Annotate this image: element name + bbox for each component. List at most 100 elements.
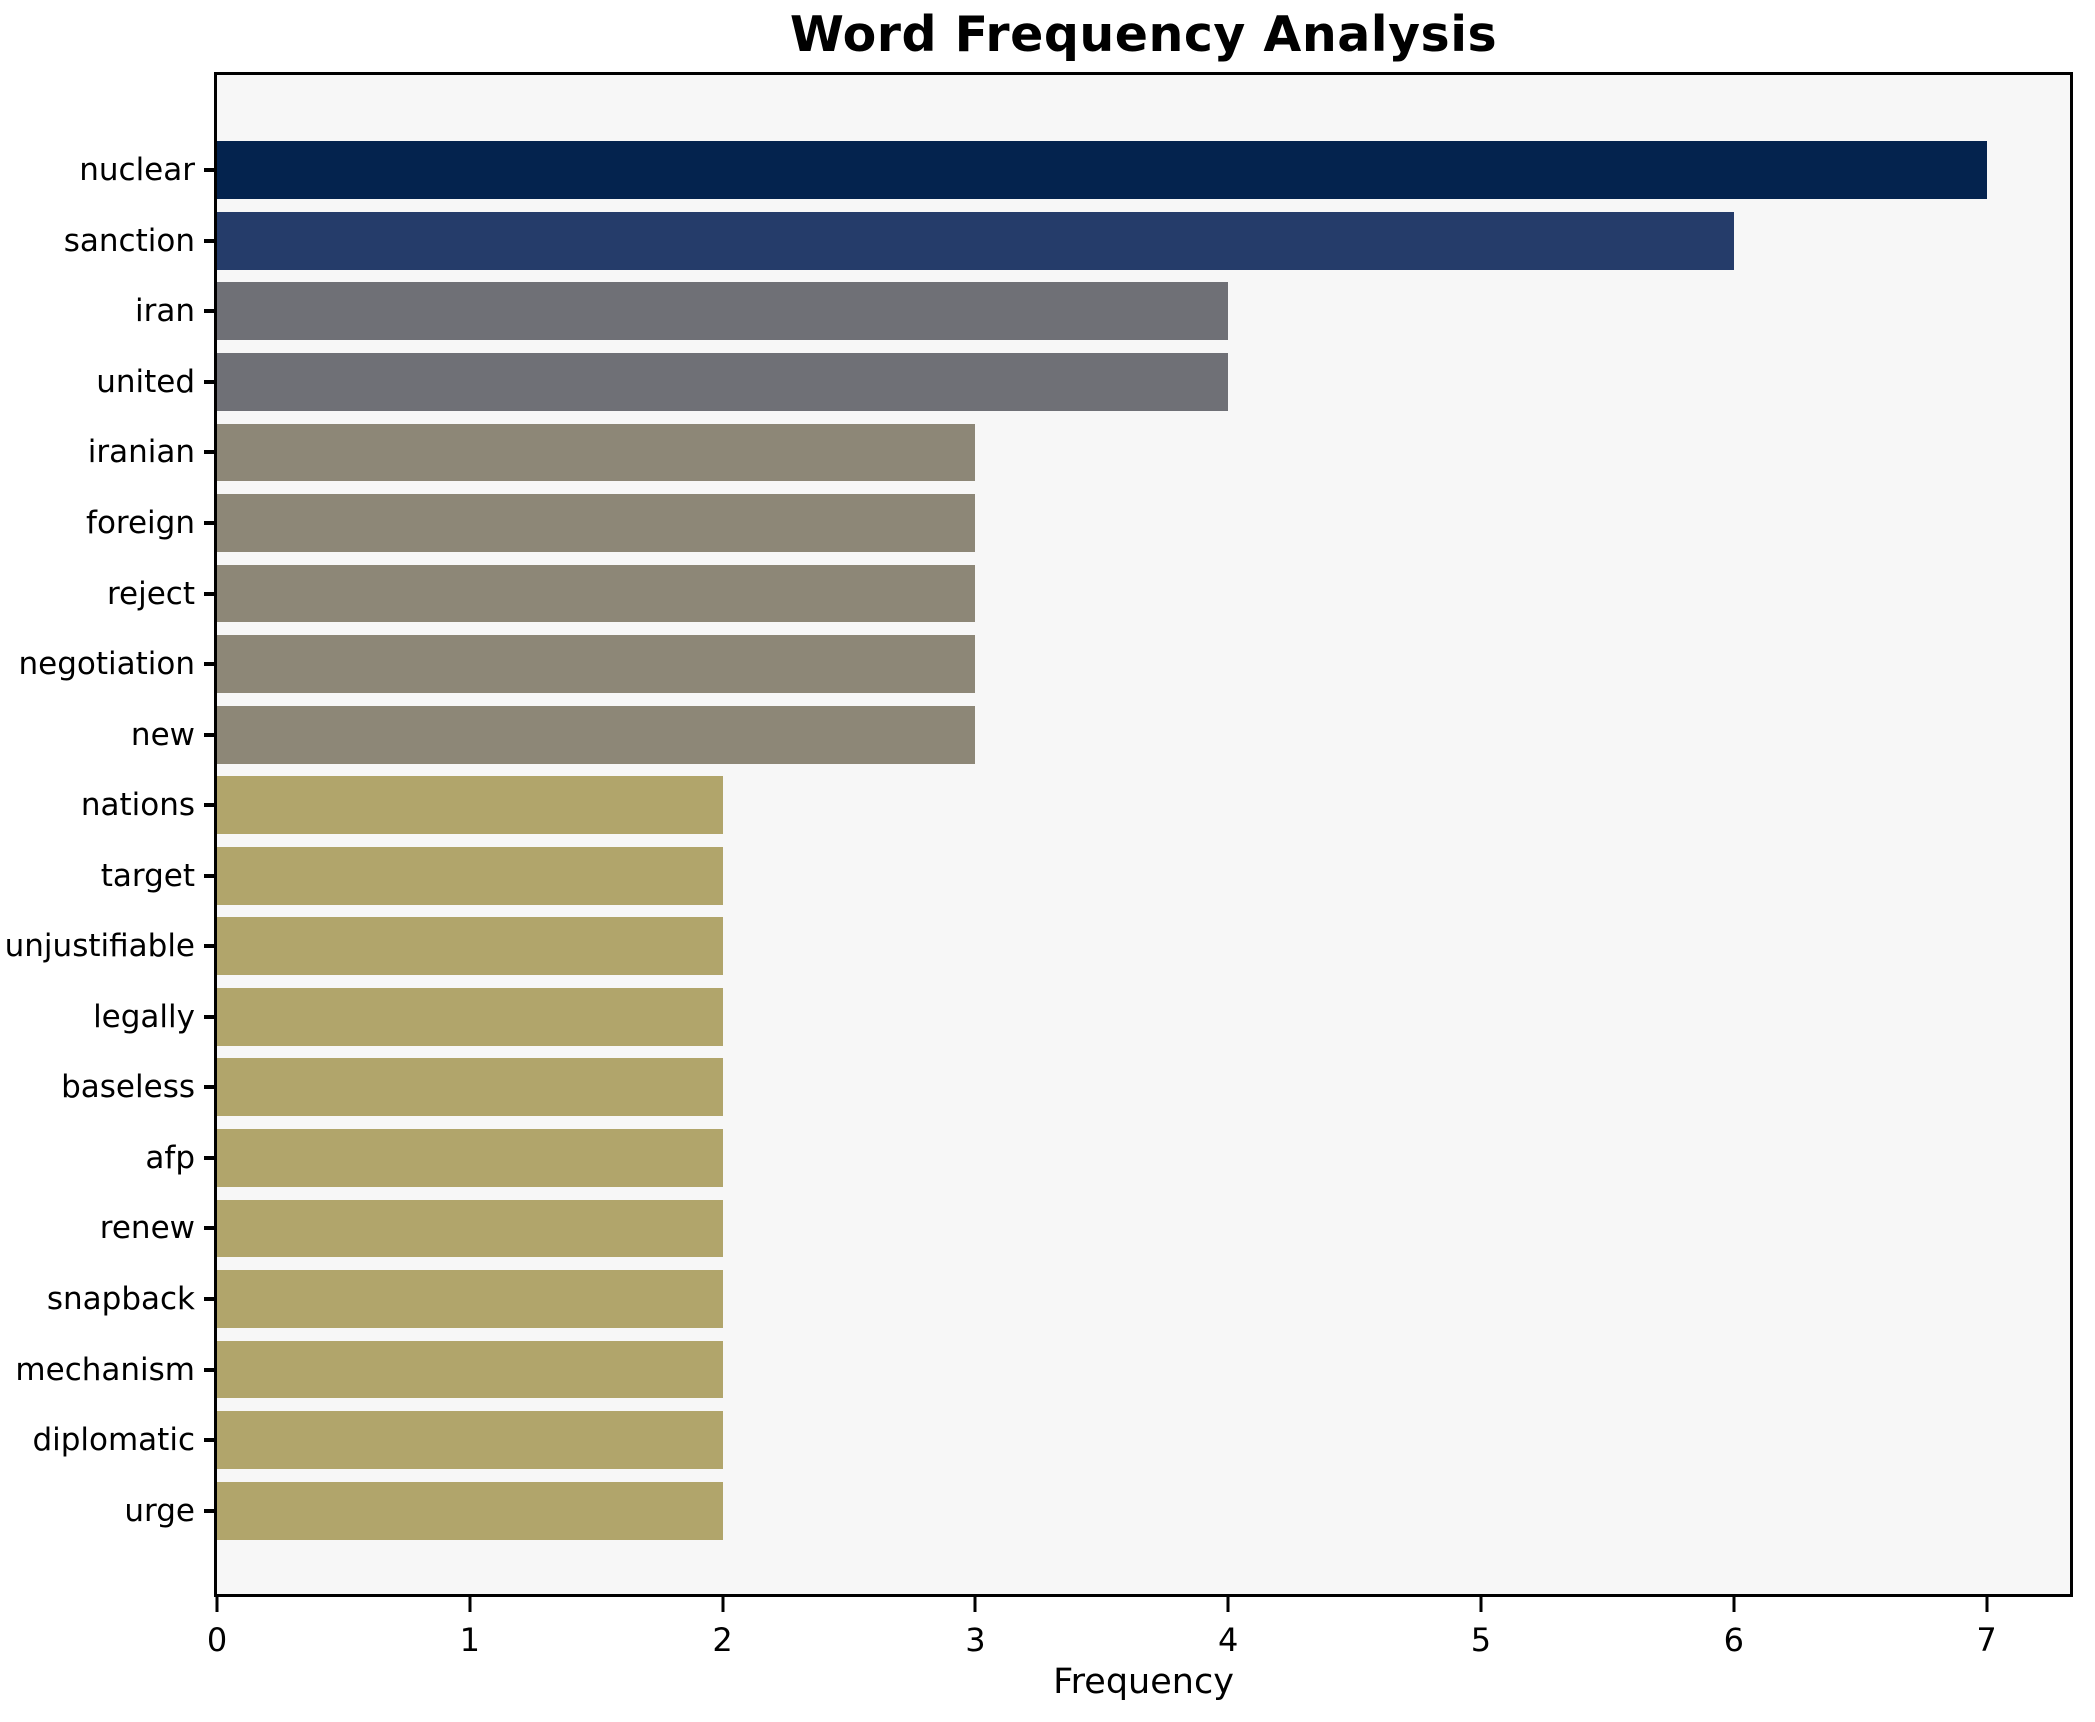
bar-row: new	[131, 699, 2070, 770]
bar	[217, 423, 976, 482]
x-tick-label: 5	[1470, 1621, 1492, 1659]
y-tick-label: diplomatic	[32, 1422, 195, 1459]
y-tick	[204, 662, 214, 667]
bar	[217, 705, 976, 764]
x-tick	[1226, 1597, 1230, 1612]
bar	[217, 564, 976, 623]
bar	[217, 1129, 723, 1187]
y-tick	[204, 309, 214, 314]
y-tick	[204, 168, 214, 173]
bar	[217, 352, 1229, 411]
y-tick	[204, 591, 214, 596]
y-tick	[204, 1367, 214, 1372]
x-tick	[215, 1597, 219, 1612]
bar-row: urge	[124, 1475, 2070, 1546]
bar-row: afp	[145, 1123, 2070, 1194]
x-tick	[721, 1597, 725, 1612]
y-tick	[204, 238, 214, 243]
bar-row: mechanism	[15, 1334, 2070, 1405]
bar-row: diplomatic	[32, 1405, 2070, 1476]
y-tick-label: nations	[80, 787, 195, 824]
y-tick-label: foreign	[86, 505, 195, 541]
bar	[217, 987, 723, 1046]
bar	[217, 1481, 723, 1540]
x-tick	[1732, 1597, 1736, 1612]
y-tick-label: iranian	[87, 434, 195, 471]
y-tick-label: snapback	[46, 1281, 195, 1318]
bar	[217, 1199, 723, 1258]
bar	[217, 635, 976, 694]
y-tick	[204, 1226, 214, 1231]
bar	[217, 846, 723, 905]
x-tick-label: 2	[712, 1621, 733, 1659]
bar	[217, 1058, 723, 1117]
y-tick-label: mechanism	[15, 1351, 195, 1388]
x-tick	[1479, 1597, 1483, 1612]
y-tick	[204, 1155, 214, 1160]
bar-row: sanction	[64, 206, 2070, 277]
y-tick-label: target	[100, 857, 195, 894]
bars-container: nuclear sanction iran united iranian foreign r…	[5, 75, 2070, 1594]
y-tick	[204, 803, 214, 808]
y-tick-label: unjustifiable	[4, 928, 195, 965]
y-tick-label: united	[96, 363, 195, 400]
y-tick	[204, 379, 214, 384]
x-tick-label: 0	[206, 1621, 228, 1659]
y-tick-label: new	[130, 716, 195, 753]
bar	[217, 211, 1734, 270]
y-tick	[204, 1085, 214, 1090]
x-tick-label: 1	[459, 1621, 480, 1659]
y-tick-label: reject	[106, 575, 195, 612]
y-tick-label: nuclear	[79, 152, 195, 189]
bar-row: foreign	[86, 488, 2070, 559]
plot-area: nuclear sanction iran united iranian foreign r…	[5, 72, 2073, 1597]
bar	[217, 141, 1987, 200]
y-tick	[204, 521, 214, 525]
y-tick	[204, 944, 214, 949]
y-tick	[204, 873, 214, 878]
x-tick	[1985, 1597, 1989, 1612]
y-tick	[204, 1014, 214, 1019]
x-tick	[468, 1597, 472, 1612]
bar-row: nuclear	[79, 135, 2070, 206]
x-tick-label: 7	[1976, 1621, 1997, 1659]
bar	[217, 776, 723, 835]
y-tick	[204, 1508, 214, 1513]
bar	[217, 282, 1229, 341]
bar	[217, 917, 723, 976]
bar-row: nations	[81, 770, 2070, 841]
x-tick-label: 3	[965, 1621, 986, 1659]
x-axis-label: Frequency	[1053, 1662, 1234, 1702]
bar	[217, 1340, 723, 1399]
y-tick-label: renew	[99, 1210, 195, 1247]
y-tick-label: afp	[145, 1139, 195, 1176]
bar-row: iranian	[88, 417, 2070, 488]
bar-row: baseless	[61, 1052, 2070, 1123]
y-tick-label: sanction	[63, 222, 195, 259]
y-tick	[204, 450, 214, 455]
y-tick	[204, 732, 214, 737]
bar	[217, 1270, 723, 1328]
bar-row: united	[96, 347, 2070, 418]
y-tick	[204, 1438, 214, 1443]
y-tick-label: urge	[124, 1492, 195, 1529]
y-tick-label: negotiation	[18, 646, 195, 683]
x-tick	[973, 1597, 977, 1612]
bar-row: renew	[100, 1193, 2070, 1264]
x-tick-label: 4	[1217, 1621, 1239, 1659]
bar-row: target	[101, 840, 2070, 911]
chart-title: Word Frequency Analysis	[789, 6, 1498, 63]
bar-row: snapback	[47, 1264, 2070, 1335]
bar-row: legally	[93, 982, 2070, 1053]
y-tick-label: baseless	[61, 1069, 195, 1106]
y-tick	[204, 1297, 214, 1302]
bar	[217, 1411, 723, 1470]
bar-row: unjustifiable	[5, 911, 2070, 982]
bar-row: reject	[107, 558, 2070, 629]
y-tick-label: legally	[93, 998, 195, 1035]
y-tick-label: iran	[134, 293, 195, 330]
bar-row: negotiation	[18, 629, 2070, 700]
x-tick-label: 6	[1723, 1621, 1744, 1659]
bar	[217, 494, 976, 552]
